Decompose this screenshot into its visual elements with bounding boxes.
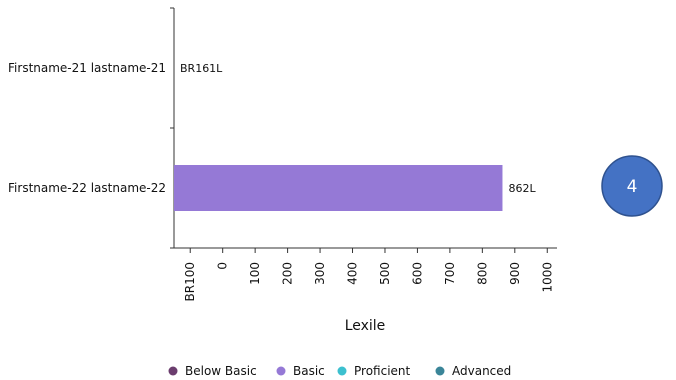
legend-marker xyxy=(168,366,178,376)
value-label: BR161L xyxy=(180,62,223,75)
x-tick-label: 1000 xyxy=(540,262,554,293)
x-tick-label: 700 xyxy=(443,262,457,285)
bar xyxy=(170,45,174,91)
badge-text: 4 xyxy=(627,177,638,197)
x-tick-label: 100 xyxy=(248,262,262,285)
x-tick-label: 300 xyxy=(313,262,327,285)
x-tick-label: 800 xyxy=(475,262,489,285)
x-tick-label: BR100 xyxy=(183,262,197,301)
x-tick-label: 400 xyxy=(346,262,360,285)
bars xyxy=(170,45,503,211)
legend-label: Proficient xyxy=(354,364,411,378)
badge: 4 xyxy=(601,155,663,217)
legend-label: Advanced xyxy=(452,364,511,378)
x-tick-label: 900 xyxy=(508,262,522,285)
bar xyxy=(174,165,503,211)
legend-label: Below Basic xyxy=(185,364,257,378)
x-tick-label: 0 xyxy=(216,262,230,270)
legend-marker xyxy=(435,366,445,376)
badge-circle xyxy=(601,155,663,217)
value-label: 862L xyxy=(508,182,536,195)
y-tick-label: Firstname-22 lastname-22 xyxy=(8,181,166,195)
x-tick-label: 600 xyxy=(410,262,424,285)
legend-marker xyxy=(337,366,347,376)
legend-label: Basic xyxy=(293,364,325,378)
x-tick-label: 200 xyxy=(281,262,295,285)
x-tick-label: 500 xyxy=(378,262,392,285)
y-tick-label: Firstname-21 lastname-21 xyxy=(8,61,166,75)
x-axis-title: Lexile xyxy=(345,318,386,334)
legend-marker xyxy=(276,366,286,376)
